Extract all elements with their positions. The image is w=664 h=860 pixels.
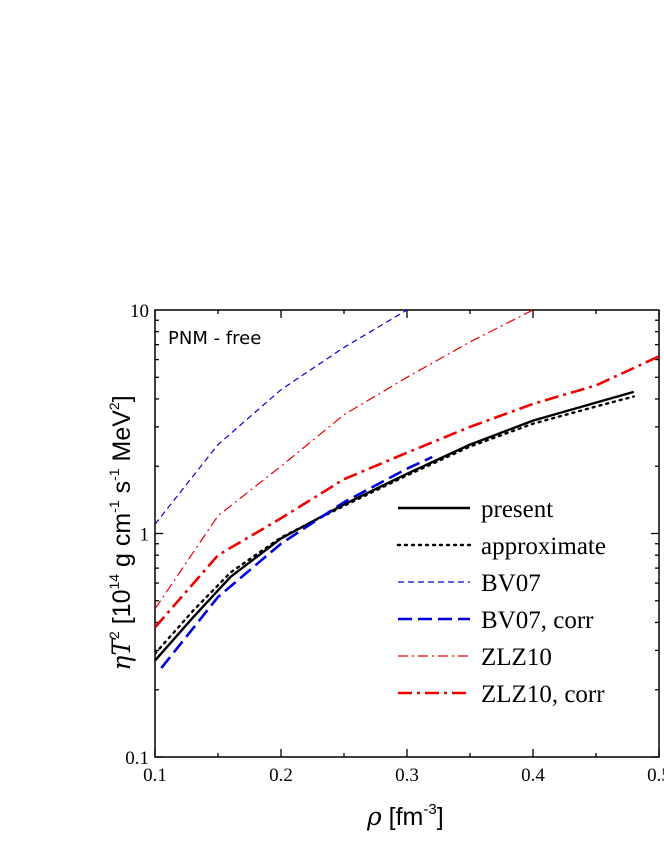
x-axis-label-sup: -3 <box>423 801 436 818</box>
y-axis-label-unit-a: [10 <box>108 590 136 632</box>
y-axis-label-unit-b: g cm <box>108 513 136 574</box>
y-axis-label-sup2: 14 <box>106 574 122 590</box>
ticks <box>154 310 660 758</box>
x-tick-label: 0.2 <box>269 765 293 786</box>
y-axis-label-symbol: ηT <box>107 637 136 671</box>
legend-label-2: BV07 <box>481 570 541 597</box>
legend-label-0: present <box>481 496 553 523</box>
series-line-2 <box>155 310 408 525</box>
y-axis-label-unit-c: s <box>108 481 136 500</box>
x-axis-label-symbol: ρ <box>366 802 382 831</box>
tick-labels: 0.1 0.2 0.3 0.4 0.5 0.1 1 10 <box>125 301 664 786</box>
x-axis-label-close: ] <box>437 803 444 831</box>
annotation-label: PNM - free <box>168 328 261 349</box>
x-tick-label: 0.4 <box>521 765 545 786</box>
legend-label-4: ZLZ10 <box>481 644 552 671</box>
x-tick-label: 0.3 <box>395 765 419 786</box>
series-line-3 <box>160 455 433 669</box>
y-axis-label: ηT2 [1014 g cm-1 s-1 MeV2] <box>106 395 136 670</box>
y-axis-label-close: ] <box>108 395 136 402</box>
y-axis-label-unit-d: MeV <box>108 410 136 469</box>
y-axis-label-sup1: 2 <box>106 631 122 639</box>
series-lines <box>155 310 659 669</box>
series-line-0 <box>155 390 635 662</box>
series-line-1 <box>155 395 635 655</box>
legend-label-1: approximate <box>481 533 606 560</box>
y-tick-label: 1 <box>140 525 150 546</box>
y-axis-label-sup3: -1 <box>106 500 122 513</box>
y-tick-label: 10 <box>130 301 149 322</box>
y-tick-label: 0.1 <box>125 748 149 769</box>
y-axis-label-sup5: 2 <box>106 402 122 410</box>
y-axis-label-sup4: -1 <box>106 468 122 481</box>
legend: present approximate BV07 BV07, corr ZLZ10 ZLZ… <box>396 496 606 708</box>
legend-label-3: BV07, corr <box>481 607 594 634</box>
x-axis-label-unit: [fm <box>382 803 424 831</box>
series-line-5 <box>155 355 659 629</box>
x-axis-label: ρ [fm-3] <box>366 801 444 831</box>
legend-label-5: ZLZ10, corr <box>481 681 605 708</box>
x-tick-label: 0.1 <box>143 765 167 786</box>
x-tick-label: 0.5 <box>647 765 664 786</box>
